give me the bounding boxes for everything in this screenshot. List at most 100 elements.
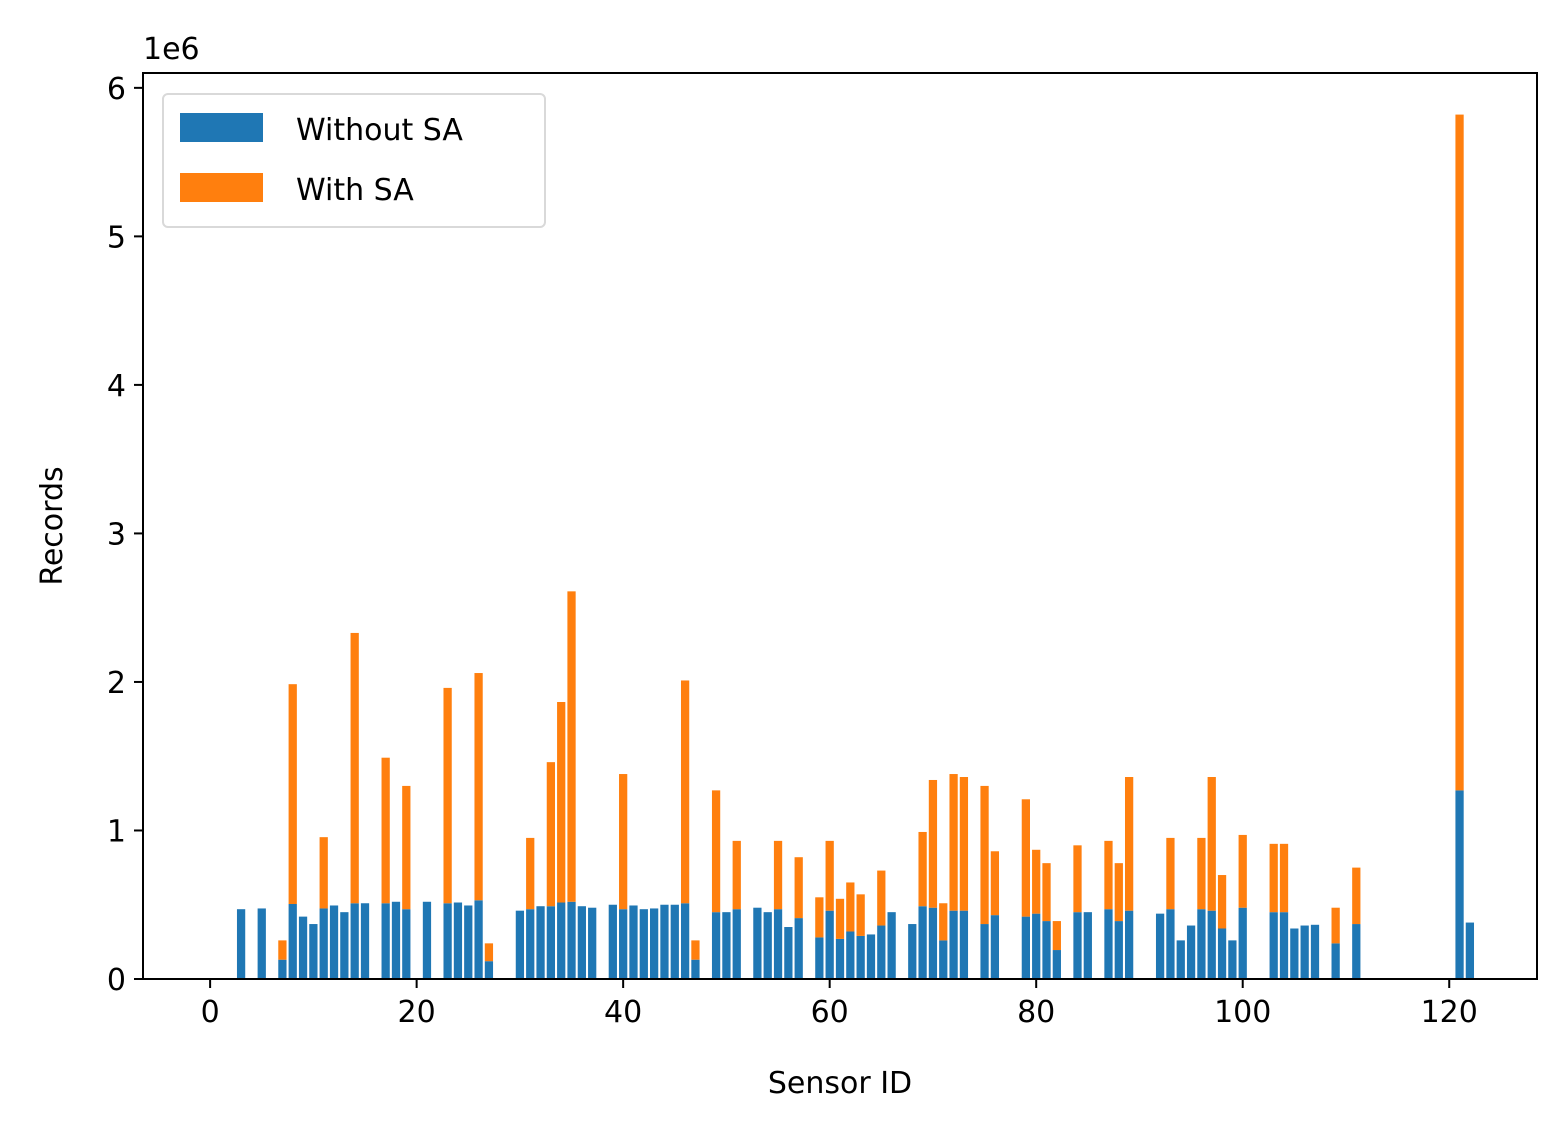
bar-without-sa-94: [1176, 940, 1185, 979]
bar-without-sa-44: [660, 904, 669, 979]
bar-without-sa-45: [670, 904, 679, 979]
bar-without-sa-46: [680, 903, 690, 979]
y-axis-ticks: 0 1 2 3 4 5 6: [107, 72, 143, 998]
bar-with-sa-98: [1217, 875, 1227, 929]
bar-without-sa-19: [402, 909, 411, 979]
bar-with-sa-100: [1238, 834, 1247, 908]
bar-without-sa-95: [1186, 925, 1196, 979]
bar-with-sa-51: [732, 840, 741, 910]
bar-without-sa-41: [629, 905, 638, 979]
legend-label-with-sa: With SA: [296, 173, 414, 208]
bar-without-sa-85: [1083, 912, 1092, 979]
bar-without-sa-89: [1124, 910, 1134, 979]
bar-with-sa-61: [835, 898, 845, 939]
x-tick-label-0: 0: [201, 995, 220, 1030]
bar-without-sa-37: [588, 907, 597, 979]
bar-without-sa-121: [1455, 790, 1464, 979]
legend: Without SA With SA: [162, 93, 546, 228]
bar-without-sa-15: [360, 903, 370, 979]
bar-with-sa-79: [1021, 799, 1030, 917]
bar-without-sa-100: [1238, 907, 1247, 979]
bar-without-sa-27: [484, 961, 494, 979]
bar-without-sa-96: [1197, 909, 1206, 979]
bar-with-sa-81: [1042, 863, 1051, 922]
bar-without-sa-40: [619, 909, 628, 979]
bar-without-sa-18: [391, 901, 401, 979]
bar-with-sa-27: [484, 943, 494, 962]
bar-without-sa-3: [236, 909, 246, 979]
bar-with-sa-89: [1124, 777, 1134, 911]
bar-without-sa-26: [474, 900, 483, 979]
bar-with-sa-121: [1455, 114, 1464, 791]
bar-with-sa-109: [1331, 907, 1340, 944]
bar-with-sa-84: [1073, 845, 1082, 913]
bar-without-sa-14: [350, 903, 359, 979]
x-axis-label: Sensor ID: [768, 1066, 912, 1101]
bar-without-sa-33: [546, 906, 556, 979]
bar-without-sa-54: [763, 912, 772, 979]
y-tick-label-1: 1: [107, 814, 126, 849]
bar-without-sa-66: [887, 912, 896, 979]
bar-with-sa-31: [526, 837, 535, 910]
y-axis-multiplier: 1e6: [143, 32, 200, 67]
bar-with-sa-65: [877, 870, 886, 926]
bar-without-sa-53: [753, 907, 762, 979]
bar-without-sa-5: [257, 908, 266, 979]
bar-without-sa-99: [1228, 940, 1237, 979]
bar-with-sa-19: [402, 785, 411, 910]
bar-without-sa-17: [381, 903, 390, 979]
bar-without-sa-70: [928, 907, 938, 979]
bar-without-sa-88: [1114, 921, 1123, 979]
bar-without-sa-39: [608, 904, 617, 979]
bar-with-sa-17: [381, 757, 390, 904]
bar-without-sa-109: [1331, 943, 1340, 979]
bar-without-sa-87: [1104, 909, 1113, 979]
bar-without-sa-35: [567, 901, 576, 979]
bar-with-sa-49: [711, 790, 721, 913]
plot-frame: [142, 72, 1538, 980]
bar-without-sa-105: [1290, 928, 1299, 979]
bar-without-sa-122: [1465, 922, 1475, 979]
y-tick-label-4: 4: [107, 369, 126, 404]
bar-with-sa-40: [619, 774, 628, 910]
y-tick-label-2: 2: [107, 666, 126, 701]
bar-without-sa-24: [453, 902, 463, 979]
bar-without-sa-42: [639, 909, 648, 979]
bar-without-sa-62: [846, 931, 855, 979]
y-tick-label-0: 0: [107, 963, 126, 998]
bar-without-sa-60: [825, 910, 834, 979]
bar-with-sa-104: [1279, 843, 1289, 913]
bar-without-sa-11: [319, 908, 328, 979]
x-tick-label-60: 60: [811, 995, 849, 1030]
bar-without-sa-72: [949, 910, 958, 979]
bar-without-sa-12: [329, 905, 339, 979]
bar-with-sa-34: [557, 702, 566, 903]
bar-without-sa-103: [1269, 912, 1278, 979]
bar-with-sa-23: [443, 687, 452, 904]
bar-with-sa-63: [856, 894, 865, 936]
bar-without-sa-34: [557, 902, 566, 979]
bar-without-sa-55: [773, 909, 783, 979]
bar-with-sa-88: [1114, 863, 1123, 922]
bar-with-sa-62: [846, 882, 855, 932]
bar-without-sa-25: [464, 905, 473, 979]
bar-with-sa-76: [990, 851, 1000, 916]
bar-without-sa-104: [1279, 912, 1289, 979]
bar-without-sa-56: [784, 927, 793, 979]
bar-with-sa-26: [474, 673, 483, 901]
bar-with-sa-111: [1352, 867, 1361, 925]
bar-without-sa-73: [959, 910, 969, 979]
bar-without-sa-71: [939, 940, 948, 979]
bar-with-sa-8: [288, 684, 297, 904]
bar-with-sa-35: [567, 591, 576, 902]
bar-without-sa-81: [1042, 921, 1051, 979]
bar-without-sa-50: [722, 912, 731, 979]
bar-without-sa-57: [794, 918, 803, 979]
bar-with-sa-72: [949, 774, 958, 911]
y-tick-label-5: 5: [107, 220, 126, 255]
bar-without-sa-49: [711, 912, 721, 979]
bar-without-sa-80: [1032, 913, 1041, 979]
x-tick-label-40: 40: [604, 995, 642, 1030]
bar-with-sa-46: [680, 680, 690, 904]
